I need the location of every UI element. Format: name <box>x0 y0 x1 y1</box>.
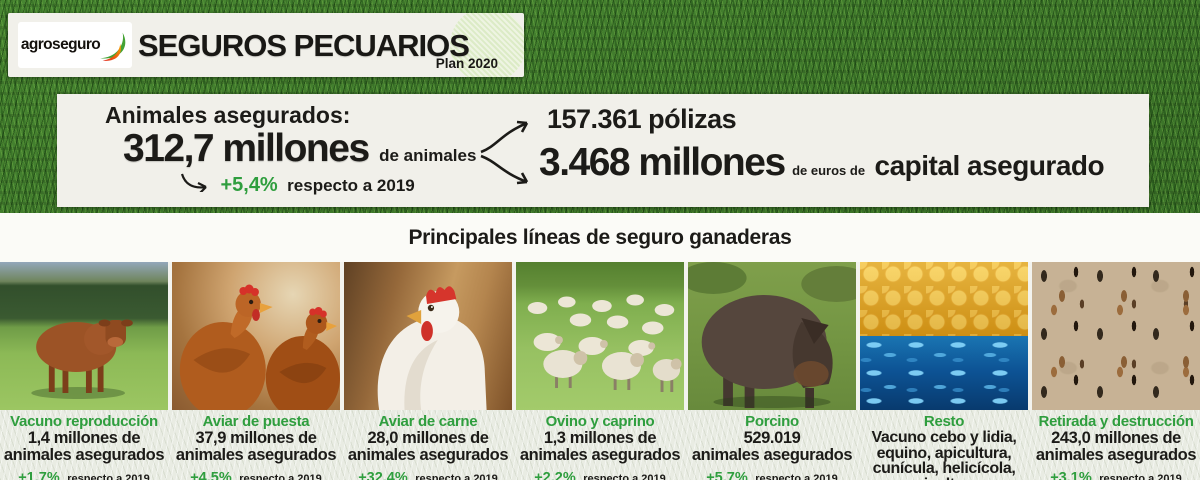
pig-illustration <box>688 262 856 408</box>
line-delta-value: +32,4% <box>358 470 408 480</box>
line-name: Porcino <box>745 413 799 430</box>
photo-aviar-de-puesta <box>172 262 340 410</box>
agroseguro-swoosh-icon <box>100 32 126 61</box>
honeycomb-image <box>860 262 1028 336</box>
line-amount-2: animales asegurados <box>519 446 681 464</box>
section-title: Principales líneas de seguro ganaderas <box>408 225 792 249</box>
photo-vacuno-reproduccion <box>0 262 168 410</box>
line-amount-2: animales asegurados <box>691 446 853 464</box>
line-amount-2: animales asegurados <box>3 446 165 464</box>
photo-aviar-de-carne <box>344 262 512 410</box>
line-delta: +32,4% respecto a 2019 <box>346 469 510 480</box>
cow-illustration <box>31 319 133 399</box>
plan-circle-decoration <box>450 13 524 77</box>
line-amount: 28,0 millones de animales asegurados <box>346 430 510 464</box>
branch-arrows-icon <box>480 120 529 185</box>
line-name: Vacuno reproducción <box>10 413 158 430</box>
line-amount-2: animales asegurados <box>347 446 509 464</box>
white-chicken-illustration <box>377 286 487 410</box>
line-card-porcino: Porcino 529.019 animales asegurados +5,7… <box>688 413 856 480</box>
animals-delta-value: +5,4% <box>220 174 278 196</box>
line-delta: +1,7% respecto a 2019 <box>2 469 166 480</box>
capital-line: 3.468 millones de euros de capital asegu… <box>539 141 1105 185</box>
animals-insured-label: Animales asegurados: <box>105 102 351 128</box>
line-delta-value: +5,7% <box>706 470 748 480</box>
line-amount-2: animales asegurados <box>1035 446 1197 464</box>
line-delta: +2,2% respecto a 2019 <box>518 469 682 480</box>
animals-insured-unit: de animales <box>379 146 477 165</box>
agroseguro-logo-text: agroseguro <box>20 36 101 53</box>
summary-panel: Animales asegurados: 312,7 millones de a… <box>57 94 1149 207</box>
policies-value: 157.361 pólizas <box>547 104 737 134</box>
line-card-retirada-y-destruccion: Retirada y destrucción 243,0 millones de… <box>1032 413 1200 480</box>
line-delta: +5,7% respecto a 2019 <box>690 469 854 480</box>
photo-porcino <box>688 262 856 410</box>
animals-delta-suffix: respecto a 2019 <box>287 176 415 195</box>
line-amount-2: animales asegurados <box>175 446 337 464</box>
line-name: Aviar de puesta <box>202 413 310 430</box>
photo-retirada-y-destruccion <box>1032 262 1200 410</box>
line-delta: +4,5% respecto a 2019 <box>174 469 338 480</box>
header: agroseguro SEGUROS PECUARIOS Plan 2020 <box>8 13 524 77</box>
line-delta: +3,1% respecto a 2019 <box>1034 469 1198 480</box>
line-name: Resto <box>923 413 965 430</box>
line-description-1: Vacuno cebo y lidia, <box>871 429 1017 446</box>
line-description-2: equino, apicultura, <box>876 444 1012 462</box>
line-description-4: acuicultura... <box>862 476 1026 480</box>
line-amount: 1,4 millones de animales asegurados <box>2 430 166 464</box>
line-card-resto: Resto Vacuno cebo y lidia, equino, apicu… <box>860 413 1028 480</box>
agroseguro-logo: agroseguro <box>18 22 132 68</box>
line-amount: 243,0 millones de animales asegurados <box>1034 430 1198 464</box>
sheep-flock-illustration <box>527 294 682 392</box>
line-delta-suffix: respecto a 2019 <box>1099 473 1182 480</box>
line-delta-suffix: respecto a 2019 <box>415 473 498 480</box>
line-description: Vacuno cebo y lidia, equino, apicultura,… <box>862 430 1026 480</box>
page-title: SEGUROS PECUARIOS <box>138 28 470 63</box>
line-name: Ovino y caprino <box>545 413 655 430</box>
line-name: Retirada y destrucción <box>1038 413 1194 430</box>
line-amount-1: 1,4 millones de <box>27 429 141 447</box>
line-amount-1: 28,0 millones de <box>367 429 489 447</box>
line-card-vacuno-reproduccion: Vacuno reproducción 1,4 millones de anim… <box>0 413 168 480</box>
photo-ovino-y-caprino <box>516 262 684 410</box>
line-delta-value: +4,5% <box>190 470 232 480</box>
line-delta-suffix: respecto a 2019 <box>583 473 666 480</box>
animals-delta-line: +5,4% respecto a 2019 <box>179 173 415 197</box>
curved-arrow-icon <box>180 173 207 194</box>
line-delta-value: +3,1% <box>1050 470 1092 480</box>
line-delta-value: +1,7% <box>18 470 60 480</box>
line-amount: 529.019 animales asegurados <box>690 430 854 464</box>
capital-label: capital asegurado <box>874 150 1105 181</box>
photo-resto <box>860 262 1028 410</box>
hens-illustration <box>179 284 340 410</box>
fish-school-image <box>860 336 1028 410</box>
line-description-3: cunícula, helicícola, <box>872 460 1016 477</box>
plan-label: Plan 2020 <box>435 56 498 71</box>
line-amount-1: 243,0 millones de <box>1051 429 1181 447</box>
line-delta-suffix: respecto a 2019 <box>67 473 150 480</box>
photo-strip <box>0 262 1200 410</box>
line-card-aviar-de-carne: Aviar de carne 28,0 millones de animales… <box>344 413 512 480</box>
line-card-aviar-de-puesta: Aviar de puesta 37,9 millones de animale… <box>172 413 340 480</box>
line-amount: 1,3 millones de animales asegurados <box>518 430 682 464</box>
line-amount-1: 529.019 <box>743 429 801 447</box>
animals-insured-value: 312,7 millones <box>123 127 370 170</box>
section-band: Principales líneas de seguro ganaderas <box>0 213 1200 262</box>
line-amount-1: 37,9 millones de <box>195 429 317 447</box>
line-card-ovino-y-caprino: Ovino y caprino 1,3 millones de animales… <box>516 413 684 480</box>
line-delta-suffix: respecto a 2019 <box>755 473 838 480</box>
capital-mid-label: de euros de <box>792 163 866 178</box>
line-amount: 37,9 millones de animales asegurados <box>174 430 338 464</box>
line-name: Aviar de carne <box>378 413 478 430</box>
line-delta-suffix: respecto a 2019 <box>239 473 322 480</box>
animals-insured-value-line: 312,7 millones de animales <box>123 127 476 171</box>
capital-value: 3.468 millones <box>539 141 786 184</box>
line-labels: Vacuno reproducción 1,4 millones de anim… <box>0 410 1200 480</box>
line-delta-value: +2,2% <box>534 470 576 480</box>
line-amount-1: 1,3 millones de <box>543 429 657 447</box>
